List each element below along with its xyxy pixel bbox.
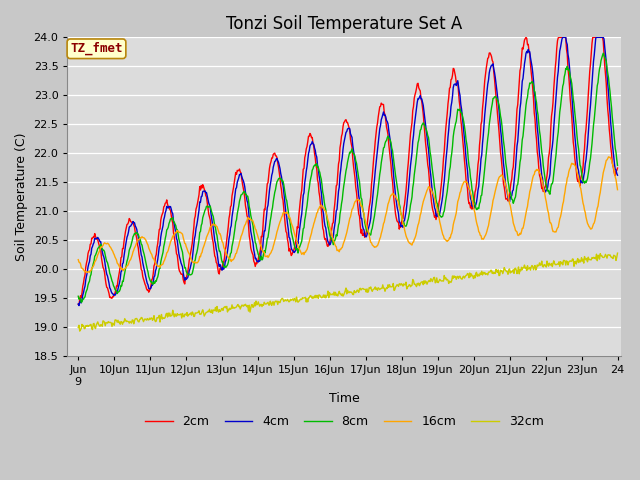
- 16cm: [83, 270, 91, 276]
- 32cm: [414, 282, 422, 288]
- 8cm: [195, 237, 203, 243]
- 32cm: [85, 323, 93, 328]
- 32cm: [195, 308, 203, 313]
- 8cm: [77, 300, 85, 305]
- 8cm: [600, 50, 607, 56]
- 16cm: [85, 269, 93, 275]
- 4cm: [223, 248, 231, 254]
- 8cm: [614, 163, 621, 168]
- 32cm: [74, 324, 82, 330]
- 2cm: [430, 210, 438, 216]
- 4cm: [414, 96, 422, 101]
- 2cm: [74, 301, 82, 307]
- 8cm: [74, 293, 82, 299]
- Text: TZ_fmet: TZ_fmet: [70, 42, 123, 55]
- Title: Tonzi Soil Temperature Set A: Tonzi Soil Temperature Set A: [226, 15, 463, 33]
- 32cm: [76, 328, 84, 334]
- 16cm: [614, 187, 621, 192]
- Line: 32cm: 32cm: [78, 253, 618, 331]
- X-axis label: Time: Time: [329, 393, 360, 406]
- 4cm: [85, 261, 93, 267]
- 2cm: [75, 302, 83, 308]
- 2cm: [223, 231, 231, 237]
- 2cm: [195, 192, 203, 198]
- 16cm: [430, 192, 438, 198]
- 16cm: [74, 257, 82, 263]
- 2cm: [85, 248, 93, 254]
- 4cm: [140, 267, 148, 273]
- 8cm: [430, 178, 438, 183]
- 16cm: [414, 222, 422, 228]
- 32cm: [430, 275, 438, 280]
- 8cm: [85, 280, 93, 286]
- 16cm: [223, 253, 231, 259]
- Line: 16cm: 16cm: [78, 157, 618, 273]
- 8cm: [223, 262, 231, 268]
- 2cm: [522, 35, 530, 40]
- 8cm: [140, 252, 148, 258]
- Line: 4cm: 4cm: [78, 37, 618, 306]
- Y-axis label: Soil Temperature (C): Soil Temperature (C): [15, 132, 28, 261]
- 8cm: [414, 140, 422, 145]
- 4cm: [195, 207, 203, 213]
- 32cm: [140, 317, 148, 323]
- 16cm: [140, 235, 148, 241]
- Line: 8cm: 8cm: [78, 53, 618, 302]
- 16cm: [195, 257, 203, 263]
- Line: 2cm: 2cm: [78, 37, 618, 305]
- 4cm: [559, 35, 566, 40]
- 4cm: [430, 198, 438, 204]
- 2cm: [140, 278, 148, 284]
- Legend: 2cm, 4cm, 8cm, 16cm, 32cm: 2cm, 4cm, 8cm, 16cm, 32cm: [140, 410, 548, 433]
- 32cm: [614, 250, 621, 256]
- 2cm: [614, 165, 621, 171]
- 2cm: [414, 81, 422, 86]
- 16cm: [605, 154, 612, 160]
- 4cm: [75, 303, 83, 309]
- 4cm: [614, 172, 621, 178]
- 4cm: [74, 301, 82, 307]
- 32cm: [223, 309, 231, 315]
